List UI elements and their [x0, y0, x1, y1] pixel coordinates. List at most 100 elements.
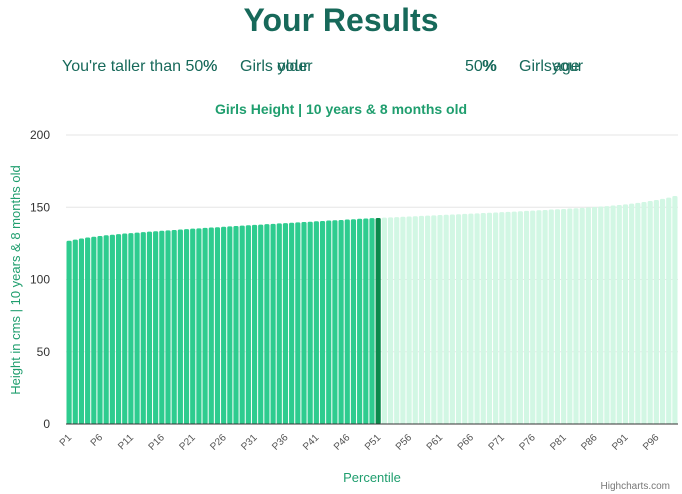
- bar[interactable]: [344, 219, 350, 424]
- bar[interactable]: [418, 215, 425, 424]
- bar[interactable]: [165, 230, 171, 424]
- bar[interactable]: [251, 224, 258, 424]
- bar[interactable]: [554, 209, 561, 424]
- bar[interactable]: [536, 210, 542, 424]
- bar[interactable]: [183, 229, 190, 424]
- bar[interactable]: [91, 236, 97, 424]
- bar[interactable]: [357, 218, 363, 424]
- bar[interactable]: [202, 227, 208, 424]
- highcharts-credits[interactable]: Highcharts.com: [601, 481, 670, 492]
- bar[interactable]: [647, 201, 653, 424]
- bar[interactable]: [264, 224, 270, 424]
- bar[interactable]: [282, 223, 289, 424]
- bar[interactable]: [313, 221, 319, 424]
- bar[interactable]: [295, 222, 301, 424]
- bar[interactable]: [412, 216, 418, 424]
- bar[interactable]: [109, 234, 115, 424]
- bar[interactable]: [276, 223, 282, 424]
- bar[interactable]: [103, 235, 109, 424]
- bar[interactable]: [196, 228, 202, 424]
- bar[interactable]: [128, 233, 134, 424]
- bar[interactable]: [233, 226, 239, 424]
- bar[interactable]: [530, 210, 536, 424]
- bar[interactable]: [468, 213, 474, 424]
- bar[interactable]: [221, 226, 227, 424]
- bar[interactable]: [567, 208, 573, 424]
- bar[interactable]: [437, 215, 443, 424]
- bar[interactable]: [455, 214, 462, 424]
- bar[interactable]: [561, 208, 567, 424]
- bar[interactable]: [474, 213, 480, 424]
- bar[interactable]: [622, 204, 629, 424]
- bar[interactable]: [97, 236, 103, 424]
- bar[interactable]: [171, 229, 177, 424]
- bar[interactable]: [511, 211, 517, 424]
- bar[interactable]: [462, 213, 468, 424]
- bar[interactable]: [245, 225, 251, 424]
- bar[interactable]: [480, 213, 486, 424]
- bar[interactable]: [585, 207, 591, 424]
- bar[interactable]: [66, 240, 72, 424]
- bar[interactable]: [610, 205, 616, 424]
- bar[interactable]: [289, 222, 295, 424]
- bar[interactable]: [659, 198, 666, 424]
- bar[interactable]: [548, 209, 554, 424]
- bar[interactable]: [517, 211, 523, 424]
- bar[interactable]: [214, 227, 221, 424]
- bar[interactable]: [239, 225, 245, 424]
- bar[interactable]: [369, 218, 375, 424]
- bar[interactable]: [598, 206, 604, 424]
- bar[interactable]: [666, 197, 672, 424]
- bar[interactable]: [579, 207, 585, 424]
- bar[interactable]: [629, 203, 635, 424]
- bar[interactable]: [177, 229, 183, 425]
- bar[interactable]: [338, 219, 344, 424]
- bar[interactable]: [591, 206, 598, 424]
- bar[interactable]: [400, 216, 406, 424]
- bar[interactable]: [115, 234, 122, 424]
- bar[interactable]: [406, 216, 412, 425]
- bar[interactable]: [85, 237, 91, 424]
- bar[interactable]: [486, 212, 493, 424]
- bar[interactable]: [542, 210, 548, 424]
- bar[interactable]: [153, 231, 159, 424]
- bar[interactable]: [394, 217, 400, 424]
- bar[interactable]: [363, 218, 369, 424]
- bar[interactable]: [134, 232, 140, 424]
- bar[interactable]: [573, 208, 579, 424]
- bar[interactable]: [146, 231, 153, 424]
- bar[interactable]: [122, 233, 128, 424]
- bar[interactable]: [326, 220, 332, 424]
- bar[interactable]: [381, 217, 387, 424]
- bar[interactable]: [258, 224, 264, 424]
- bar[interactable]: [332, 220, 338, 424]
- bar[interactable]: [350, 219, 357, 424]
- bar[interactable]: [604, 206, 610, 424]
- bar[interactable]: [641, 202, 647, 424]
- bar[interactable]: [72, 239, 78, 424]
- bar[interactable]: [449, 214, 455, 424]
- bar[interactable]: [159, 230, 165, 424]
- bar[interactable]: [616, 204, 622, 424]
- bar[interactable]: [431, 215, 437, 424]
- bar[interactable]: [635, 202, 641, 424]
- bar[interactable]: [493, 212, 499, 424]
- bar[interactable]: [78, 238, 85, 424]
- bar[interactable]: [672, 195, 678, 424]
- bar[interactable]: [505, 211, 511, 424]
- bar[interactable]: [270, 223, 276, 424]
- bar[interactable]: [653, 200, 659, 424]
- bar[interactable]: [227, 226, 233, 424]
- bar[interactable]: [140, 232, 146, 424]
- bar[interactable]: [425, 215, 431, 424]
- bar[interactable]: [319, 220, 326, 424]
- bar[interactable]: [307, 221, 313, 424]
- bar[interactable]: [208, 227, 214, 424]
- bar[interactable]: [190, 228, 196, 424]
- bar-highlight[interactable]: [375, 217, 381, 424]
- bar[interactable]: [443, 214, 449, 424]
- bar[interactable]: [499, 212, 505, 424]
- bar[interactable]: [387, 217, 394, 424]
- bar[interactable]: [523, 210, 530, 424]
- bar[interactable]: [301, 221, 307, 424]
